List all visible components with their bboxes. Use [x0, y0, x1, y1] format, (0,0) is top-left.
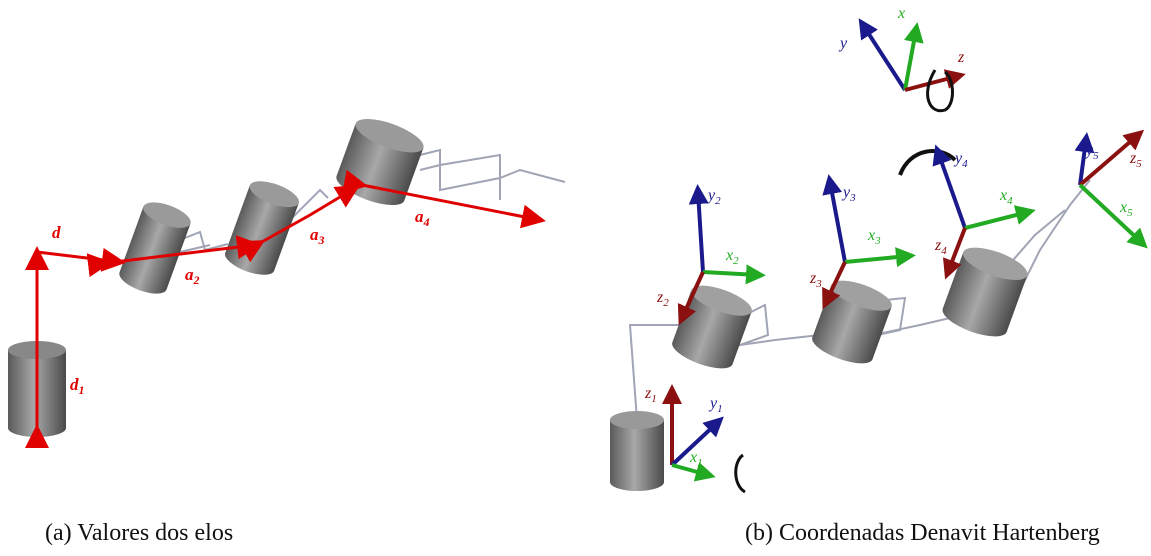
panel-b: y x z y5 z5 x5 y4 x4 z4 y3 x3 z3 y2 x2 z…: [610, 5, 1142, 546]
subscript: 3: [849, 192, 856, 204]
label: z1: [644, 385, 657, 405]
label: z3: [809, 270, 822, 290]
subscript: 2: [193, 273, 200, 287]
subscript: 4: [941, 245, 947, 257]
label: x1: [689, 449, 703, 469]
subscript: 2: [663, 297, 669, 309]
subscript: 1: [717, 403, 723, 415]
label: y5: [1084, 142, 1099, 162]
subscript: 4: [962, 158, 968, 170]
label: y: [838, 35, 848, 52]
label: z5: [1129, 150, 1142, 170]
label: d: [52, 223, 61, 242]
frame-top: [863, 25, 958, 175]
subscript: 5: [1093, 150, 1099, 162]
subscript: 2: [733, 255, 739, 267]
label: d1: [70, 375, 85, 397]
subscript: 2: [715, 195, 721, 207]
cylinder: [222, 176, 302, 280]
subscript: 3: [874, 235, 881, 247]
symbol: y: [838, 35, 848, 52]
figure: d d1 a2 a3 a4 (a) Valores dos elos y x z…: [0, 0, 1151, 556]
panel-a: d d1 a2 a3 a4 (a) Valores dos elos: [8, 112, 565, 546]
cylinder: [116, 197, 194, 299]
label: a3: [310, 225, 325, 247]
cylinder: [610, 411, 664, 491]
caption: (a) Valores dos elos: [45, 520, 233, 546]
subscript: 5: [1136, 158, 1142, 170]
label: x: [897, 5, 905, 22]
label: z: [957, 49, 965, 66]
symbol: d: [52, 223, 61, 242]
label: x5: [1119, 199, 1133, 219]
arrow-d: [37, 252, 120, 262]
label: y1: [708, 395, 723, 415]
cylinder: [332, 112, 427, 212]
subscript: 3: [815, 278, 822, 290]
label: a2: [185, 265, 200, 287]
subscript: 1: [651, 393, 657, 405]
caption: (b) Coordenadas Denavit Hartenberg: [745, 520, 1100, 546]
subscript: 5: [1127, 207, 1133, 219]
subscript: 1: [79, 383, 85, 397]
label: z2: [656, 289, 669, 309]
frame-1: [672, 392, 745, 492]
subscript: 1: [697, 457, 703, 469]
symbol: x: [867, 227, 875, 244]
cylinder: [669, 279, 756, 374]
symbol: x: [1119, 199, 1127, 216]
label: y2: [706, 187, 721, 207]
subscript: 4: [423, 215, 430, 229]
label: y4: [953, 150, 968, 170]
subscript: 3: [318, 233, 325, 247]
label: z4: [934, 237, 947, 257]
symbol: x: [897, 5, 905, 22]
symbol: z: [957, 49, 965, 66]
symbol: x: [999, 187, 1007, 204]
symbol: x: [689, 449, 697, 466]
label: x3: [867, 227, 881, 247]
symbol: x: [725, 247, 733, 264]
label: x4: [999, 187, 1013, 207]
label: y3: [841, 184, 856, 204]
label: x2: [725, 247, 739, 267]
label: a4: [415, 207, 430, 229]
subscript: 4: [1007, 195, 1013, 207]
